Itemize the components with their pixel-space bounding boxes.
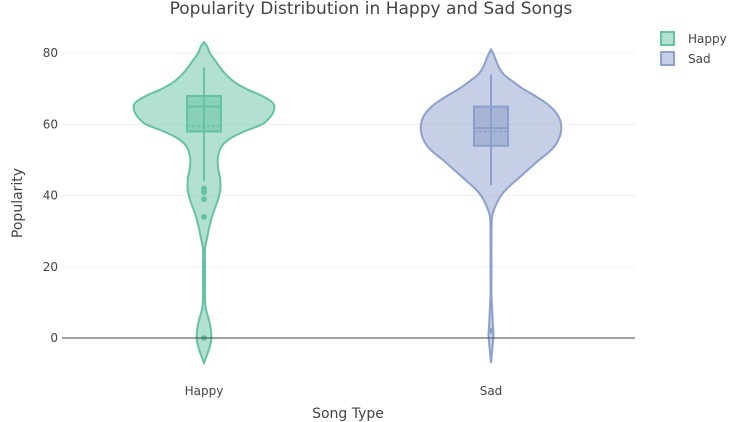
x-tick-label: Sad [480, 384, 503, 398]
y-tick-label: 40 [43, 189, 58, 203]
y-tick-label: 60 [43, 117, 58, 131]
y-tick-label: 80 [43, 46, 58, 60]
legend-swatch [660, 31, 675, 46]
chart-title: Popularity Distribution in Happy and Sad… [170, 0, 573, 19]
outlier-point [201, 189, 207, 196]
x-axis-title: Song Type [312, 406, 384, 422]
violin-box [473, 105, 509, 147]
violins [132, 41, 563, 366]
outlier-point [488, 327, 494, 334]
outlier-point [201, 196, 207, 203]
legend-label: Sad [688, 52, 711, 66]
violin-body [419, 48, 563, 364]
grid-lines [62, 52, 635, 268]
x-tick-labels: Happy Sad [185, 384, 503, 398]
legend-swatch [660, 51, 675, 66]
violin-body [132, 41, 276, 366]
legend: Happy Sad [660, 31, 727, 66]
y-tick-label: 0 [50, 331, 58, 345]
violin-sad [419, 48, 563, 364]
y-axis-title: Popularity [10, 168, 26, 238]
legend-label: Happy [688, 32, 727, 46]
outlier-point [201, 213, 207, 220]
x-tick-label: Happy [185, 384, 224, 398]
y-tick-label: 20 [43, 260, 58, 274]
y-tick-labels: 0 20 40 60 80 [43, 46, 58, 345]
violin-happy [132, 41, 276, 366]
